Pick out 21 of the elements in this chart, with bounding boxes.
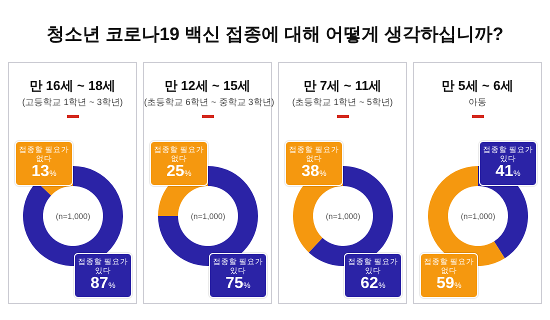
data-label: 38% (300, 163, 328, 182)
chart-subtitle: 아동 (468, 96, 488, 109)
data-label: 25% (166, 163, 192, 182)
text: (n=1,000) (190, 212, 226, 221)
data-label: 59% (436, 275, 462, 294)
data-label: 13% (30, 163, 58, 182)
data-label: 87% (90, 275, 116, 294)
chart-title: 만 5세 ~ 6세 (440, 77, 514, 95)
data-label: 62% (360, 275, 386, 294)
data-label: 41% (494, 163, 522, 182)
chart-subtitle: (고등학교 1학년 ~ 3학년) (21, 96, 124, 109)
text: (n=1,000) (56, 212, 91, 221)
text: (n=1,000) (460, 212, 496, 221)
chart-subtitle: (초등학교 6학년 ~ 중학교 3학년) (144, 96, 274, 109)
chart-title: 만 7세 ~ 11세 (302, 77, 383, 95)
text: (n=1,000) (326, 212, 361, 221)
chart-subtitle: (초등학교 1학년 ~ 5학년) (291, 96, 394, 109)
chart-title: 만 12세 ~ 15세 (163, 77, 252, 95)
data-label: 75% (224, 275, 252, 294)
text: 청소년 코로나19 백신 접종에 대해 어떻게 생각하십니까? (45, 23, 505, 46)
chart-title: 만 16세 ~ 18세 (28, 77, 117, 95)
